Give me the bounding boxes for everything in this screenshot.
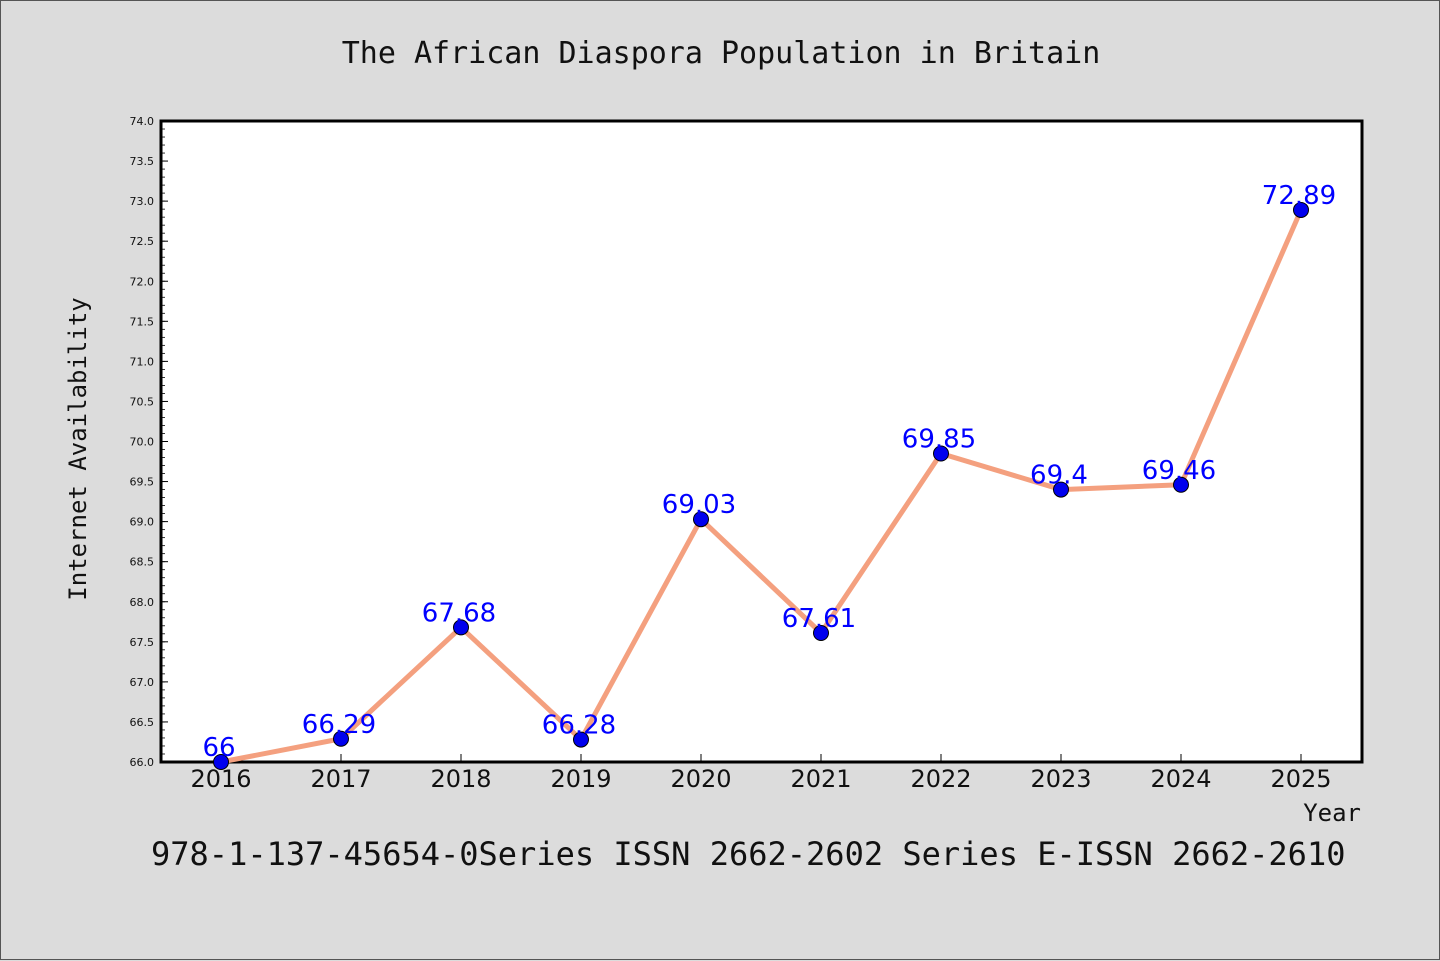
x-tick-label: 2021 xyxy=(790,765,851,793)
y-axis-label: Internet Availability xyxy=(64,297,92,600)
y-tick-label: 74.0 xyxy=(130,115,155,128)
series-line xyxy=(220,208,1304,765)
x-axis: 2016 2017 2018 2019 2020 2021 2022 2023 2024 2025 xyxy=(190,754,1332,793)
x-tick-label: 2023 xyxy=(1030,765,1091,793)
data-label: 72.89 xyxy=(1262,181,1336,211)
y-tick-label: 71.5 xyxy=(130,315,155,328)
data-point-marker xyxy=(933,445,949,462)
x-tick-label: 2018 xyxy=(430,765,491,793)
y-tick-label: 66.0 xyxy=(130,756,155,769)
y-tick-label: 72.0 xyxy=(130,275,155,288)
data-point-marker xyxy=(1293,201,1309,218)
data-label: 69.46 xyxy=(1142,456,1216,486)
y-tick-label: 71.0 xyxy=(130,355,155,368)
y-tick-label: 72.5 xyxy=(130,235,155,248)
footnote: 978-1-137-45654-0Series ISSN 2662-2602 S… xyxy=(151,835,1345,873)
data-point-marker xyxy=(213,754,229,770)
data-label: 67.68 xyxy=(422,598,496,628)
y-tick-label: 68.0 xyxy=(130,596,155,609)
x-tick-label: 2024 xyxy=(1150,765,1211,793)
data-point-marker xyxy=(573,731,589,748)
x-tick-label: 2022 xyxy=(910,765,971,793)
chart-title: The African Diaspora Population in Brita… xyxy=(342,36,1101,71)
y-tick-label: 73.5 xyxy=(130,155,155,168)
series-line-group xyxy=(213,201,1309,770)
x-axis-label: Year xyxy=(1303,799,1361,827)
data-point-marker xyxy=(453,619,469,636)
data-label: 66.28 xyxy=(542,711,616,741)
x-tick-label: 2019 xyxy=(550,765,611,793)
y-tick-label: 69.5 xyxy=(130,476,155,489)
data-label: 67.61 xyxy=(782,604,856,634)
y-axis: 66.0 66.5 67.0 67.5 68.0 68.5 69.0 69.5 70.0 70.5… xyxy=(130,115,168,769)
x-tick-label: 2025 xyxy=(1270,765,1331,793)
data-label: 69.03 xyxy=(662,490,736,520)
data-point-marker xyxy=(1053,481,1069,498)
x-tick-label: 2020 xyxy=(670,765,731,793)
y-tick-label: 70.0 xyxy=(130,436,155,449)
y-tick-label: 68.5 xyxy=(130,556,155,569)
data-point-marker xyxy=(693,511,709,528)
data-labels-group: 66 66.29 67.68 66.28 69.03 67.61 69.85 69.4 69.4… xyxy=(202,181,1336,763)
y-tick-label: 69.0 xyxy=(130,516,155,529)
y-tick-label: 73.0 xyxy=(130,195,155,208)
x-tick-label: 2017 xyxy=(310,765,371,793)
data-point-marker xyxy=(813,624,829,641)
y-tick-label: 67.0 xyxy=(130,676,155,689)
y-tick-label: 70.5 xyxy=(130,395,155,408)
data-label: 69.4 xyxy=(1030,461,1088,491)
data-point-marker xyxy=(1173,476,1189,493)
y-tick-label: 66.5 xyxy=(130,716,155,729)
data-label: 69.85 xyxy=(902,425,976,455)
plot-area xyxy=(159,119,1364,764)
data-label: 66 xyxy=(202,733,235,763)
y-tick-label: 67.5 xyxy=(130,636,155,649)
data-label: 66.29 xyxy=(302,710,376,740)
data-point-marker xyxy=(333,730,349,747)
